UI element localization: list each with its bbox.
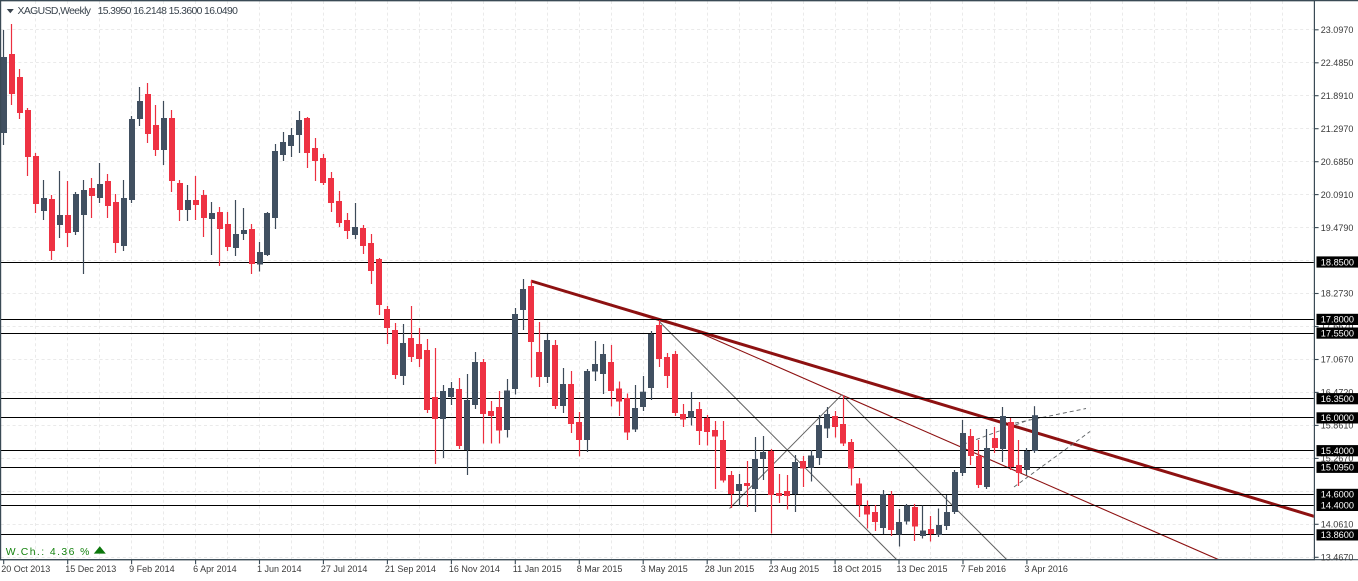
svg-text:22.4850: 22.4850 <box>1321 58 1354 68</box>
svg-text:13.4670: 13.4670 <box>1321 553 1354 563</box>
svg-text:14.4000: 14.4000 <box>1321 501 1354 511</box>
svg-text:17.0670: 17.0670 <box>1321 355 1354 365</box>
svg-text:23 Aug 2015: 23 Aug 2015 <box>769 564 820 574</box>
svg-text:19.4790: 19.4790 <box>1321 223 1354 233</box>
svg-text:7 Feb 2016: 7 Feb 2016 <box>961 564 1007 574</box>
svg-text:20 Oct 2013: 20 Oct 2013 <box>1 564 50 574</box>
svg-text:17.5500: 17.5500 <box>1321 328 1354 338</box>
svg-text:16 Nov 2014: 16 Nov 2014 <box>449 564 500 574</box>
svg-text:16.0000: 16.0000 <box>1321 413 1354 423</box>
svg-text:18 Oct 2015: 18 Oct 2015 <box>833 564 882 574</box>
svg-text:14.0610: 14.0610 <box>1321 520 1354 530</box>
svg-text:15.0950: 15.0950 <box>1321 463 1354 473</box>
svg-text:3 Apr 2016: 3 Apr 2016 <box>1024 564 1068 574</box>
svg-text:21.2970: 21.2970 <box>1321 124 1354 134</box>
svg-text:XAGUSD,Weekly: XAGUSD,Weekly <box>18 6 92 17</box>
svg-text:11 Jan 2015: 11 Jan 2015 <box>513 564 562 574</box>
svg-text:18.8500: 18.8500 <box>1321 257 1354 267</box>
svg-text:1 Jun 2014: 1 Jun 2014 <box>257 564 302 574</box>
svg-text:13.8600: 13.8600 <box>1321 530 1354 540</box>
svg-text:21.8910: 21.8910 <box>1321 91 1354 101</box>
svg-text:8 Mar 2015: 8 Mar 2015 <box>577 564 623 574</box>
svg-text:27 Jul 2014: 27 Jul 2014 <box>321 564 368 574</box>
svg-text:21 Sep 2014: 21 Sep 2014 <box>385 564 436 574</box>
svg-text:18.2730: 18.2730 <box>1321 289 1354 299</box>
svg-text:17.8000: 17.8000 <box>1321 315 1354 325</box>
svg-text:20.0910: 20.0910 <box>1321 190 1354 200</box>
svg-text:3 May 2015: 3 May 2015 <box>641 564 688 574</box>
svg-text:16.3500: 16.3500 <box>1321 394 1354 404</box>
svg-text:15 Dec 2013: 15 Dec 2013 <box>65 564 116 574</box>
svg-text:15.4000: 15.4000 <box>1321 446 1354 456</box>
svg-text:W.Ch.: 4.36 %: W.Ch.: 4.36 % <box>6 547 90 558</box>
svg-text:9 Feb 2014: 9 Feb 2014 <box>129 564 175 574</box>
svg-text:28 Jun 2015: 28 Jun 2015 <box>705 564 755 574</box>
svg-text:13 Dec 2015: 13 Dec 2015 <box>897 564 948 574</box>
svg-text:17.6670: 17.6670 <box>1321 322 1354 332</box>
svg-text:6 Apr 2014: 6 Apr 2014 <box>193 564 237 574</box>
svg-text:20.6850: 20.6850 <box>1321 157 1354 167</box>
svg-text:23.0970: 23.0970 <box>1321 25 1354 35</box>
svg-text:15.3950 16.2148 15.3600 16.049: 15.3950 16.2148 15.3600 16.0490 <box>98 6 239 17</box>
svg-text:15.2670: 15.2670 <box>1321 454 1354 464</box>
svg-text:14.6000: 14.6000 <box>1321 490 1354 500</box>
svg-text:15.8610: 15.8610 <box>1321 421 1354 431</box>
svg-text:16.4720: 16.4720 <box>1321 388 1354 398</box>
